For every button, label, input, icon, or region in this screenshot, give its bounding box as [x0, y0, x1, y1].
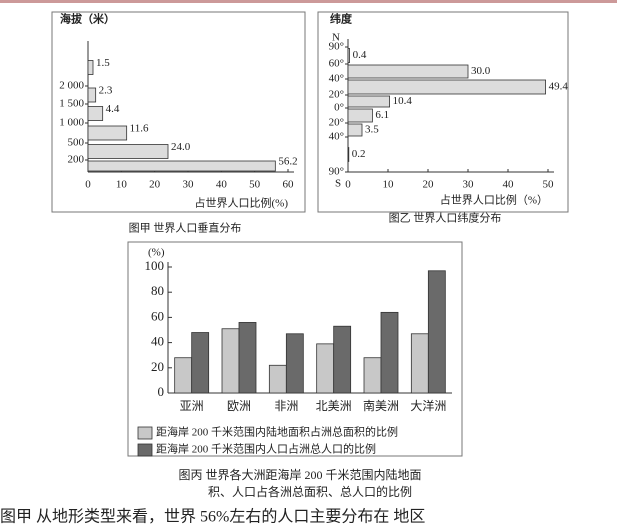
- x-tick-label: 亚洲: [180, 399, 204, 413]
- bar: [347, 95, 390, 108]
- y-boundary-label: 2 000: [59, 80, 84, 92]
- x-tick-label: 非洲: [274, 399, 298, 413]
- y-boundary-label: 40°: [329, 73, 344, 85]
- bar: [410, 333, 429, 394]
- y-tick-label: 0: [158, 384, 165, 399]
- value-label: 30.0: [471, 65, 491, 77]
- bar: [191, 332, 210, 394]
- y-boundary-label: 200: [68, 154, 85, 166]
- bar: [427, 270, 446, 394]
- bar: [316, 343, 335, 394]
- top-label: N: [332, 32, 340, 44]
- legend-swatch: [137, 426, 153, 440]
- x-axis-label: 占世界人口比例(%): [195, 196, 289, 210]
- x-tick-label: 20: [423, 179, 435, 191]
- x-tick-label: 50: [249, 179, 261, 191]
- value-label: 11.6: [130, 123, 149, 135]
- frame-c: [127, 241, 463, 457]
- x-tick-label: 10: [383, 179, 395, 191]
- y-boundary-label: 90°: [329, 41, 344, 53]
- value-label: 3.5: [365, 124, 379, 136]
- y-boundary-label: 0°: [334, 102, 344, 114]
- x-tick-label: 南美洲: [363, 398, 399, 413]
- y-tick-label: 40: [151, 334, 164, 349]
- y-boundary-label: 20°: [329, 117, 344, 129]
- bar: [347, 123, 363, 137]
- legend-swatch: [137, 443, 153, 457]
- x-tick-label: 北美洲: [316, 399, 352, 413]
- x-tick-label: 10: [116, 179, 128, 191]
- y-tick-label: 60: [151, 308, 164, 323]
- footer-text: 图甲 从地形类型来看，世界 56%左右的人口主要分布在 地区: [0, 508, 425, 526]
- value-label: 1.5: [96, 57, 110, 69]
- y-tick-label: 100: [145, 258, 165, 273]
- bar: [380, 311, 399, 394]
- bar: [347, 108, 373, 123]
- bar: [347, 48, 351, 63]
- y-axis-label: 海拔（米）: [60, 12, 115, 26]
- chart-title: 积、人口占各洲总面积、总人口的比例: [208, 484, 412, 499]
- y-boundary-label: 40°: [329, 131, 344, 143]
- y-boundary-label: 90°: [329, 166, 344, 178]
- chart-title: 图乙 世界人口纬度分布: [389, 211, 502, 225]
- legend-label: 距海岸 200 千米范围内人口占洲总人口的比例: [156, 442, 376, 456]
- x-tick-label: 40: [216, 179, 228, 191]
- x-tick-label: 大洋洲: [410, 398, 446, 413]
- value-label: 56.2: [278, 156, 297, 168]
- x-tick-label: 30: [183, 179, 195, 191]
- bar: [87, 60, 94, 75]
- bar: [363, 357, 382, 394]
- value-label: 0.2: [352, 148, 366, 160]
- x-tick-label: 50: [543, 179, 555, 191]
- y-axis-label: 纬度: [330, 12, 353, 26]
- value-label: 4.4: [106, 103, 120, 115]
- value-label: 0.4: [353, 49, 367, 61]
- value-label: 24.0: [171, 141, 191, 153]
- x-tick-label: 30: [463, 179, 475, 191]
- y-boundary-label: 20°: [329, 89, 344, 101]
- bar: [87, 125, 128, 141]
- bar: [87, 144, 169, 159]
- bar: [221, 328, 240, 394]
- x-tick-label: 0: [85, 179, 91, 191]
- y-tick-label: 20: [151, 359, 164, 374]
- bar: [238, 322, 257, 394]
- y-boundary-label: 60°: [329, 58, 344, 70]
- value-label: 6.1: [375, 109, 389, 121]
- x-tick-label: 60: [283, 179, 295, 191]
- chart-title: 图甲 世界人口垂直分布: [129, 221, 242, 235]
- bar: [347, 79, 547, 95]
- bar: [347, 147, 350, 162]
- bar: [268, 364, 287, 394]
- value-label: 10.4: [393, 95, 413, 107]
- bottom-label: S: [335, 178, 341, 190]
- frame-a: [51, 11, 306, 213]
- x-axis-label: 占世界人口比例（%）: [440, 193, 548, 207]
- x-tick-label: 20: [149, 179, 161, 191]
- top-rule: [0, 0, 617, 3]
- x-tick-label: 欧洲: [227, 399, 251, 413]
- y-boundary-label: 1 500: [59, 98, 84, 110]
- bar: [87, 160, 276, 172]
- y-boundary-label: 500: [68, 137, 85, 149]
- value-label: 49.4: [549, 81, 569, 93]
- y-tick-label: 80: [151, 283, 164, 298]
- bar: [174, 357, 193, 394]
- chart-title: 图丙 世界各大洲距海岸 200 千米范围内陆地面: [178, 467, 421, 482]
- value-label: 2.3: [99, 85, 113, 97]
- bar: [347, 64, 469, 79]
- x-tick-label: 40: [503, 179, 515, 191]
- bar: [87, 87, 97, 103]
- bar: [285, 333, 304, 394]
- x-tick-label: 0: [345, 179, 351, 191]
- frame-b: [317, 11, 569, 213]
- bar: [87, 106, 104, 121]
- bar: [333, 325, 352, 394]
- legend-label: 距海岸 200 千米范围内陆地面积占洲总面积的比例: [156, 425, 398, 439]
- y-axis-label: (%): [148, 247, 165, 259]
- y-boundary-label: 1 000: [59, 117, 84, 129]
